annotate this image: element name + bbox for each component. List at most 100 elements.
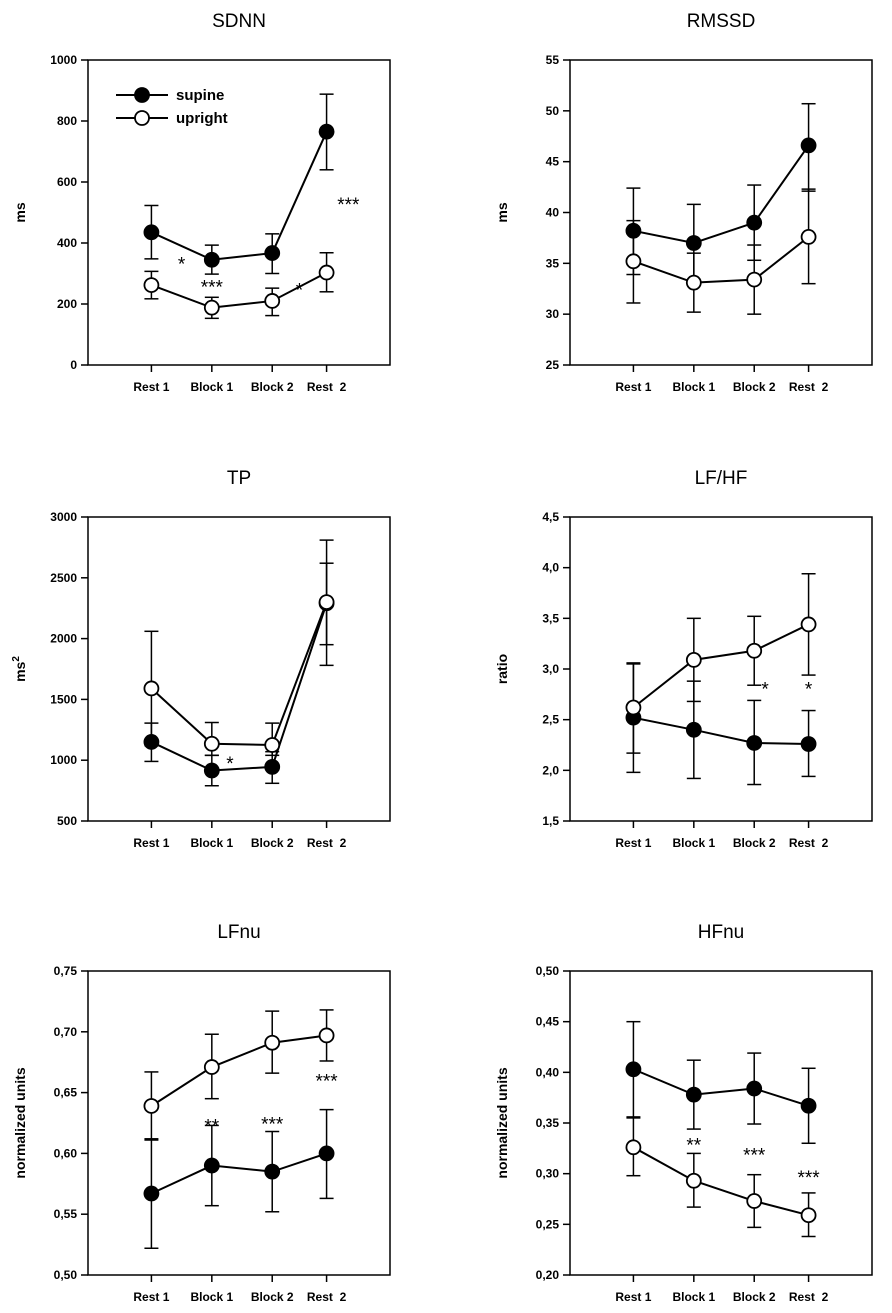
y-axis-label: ms2 <box>11 656 28 682</box>
significance-marker: *** <box>743 1146 766 1167</box>
supine-point <box>264 245 281 261</box>
x-tick-label: Block 2 <box>251 836 294 850</box>
chart-panel-6: HFnu 0,20 0,25 0,30 0,35 0,40 0,45 0,50 Rest 1 Bl… <box>494 922 873 1304</box>
upright-point <box>800 1207 817 1224</box>
x-tick-label: Rest 1 <box>615 836 651 850</box>
chart-title: LF/HF <box>695 468 748 489</box>
y-axis-label-superscript: 2 <box>11 656 22 662</box>
supine-point <box>143 734 160 750</box>
y-tick-label: 3,5 <box>542 611 559 625</box>
y-tick-label: 0,65 <box>54 1086 78 1100</box>
y-tick-label: 2000 <box>50 632 77 646</box>
x-tick-label: Rest 1 <box>133 1290 169 1304</box>
legend-marker-upright <box>134 110 150 126</box>
supine-line <box>633 1068 809 1107</box>
y-tick-label: 600 <box>57 175 77 189</box>
y-tick-label: 45 <box>546 155 560 169</box>
y-tick-label: 55 <box>546 53 560 67</box>
significance-marker: ** <box>686 1135 701 1156</box>
upright-line <box>150 601 328 747</box>
chart-panel-2: RMSSD 25 30 35 40 45 50 55 Rest 1 Block 1 Block 2 R… <box>494 11 873 394</box>
supine-line <box>633 144 810 245</box>
y-tick-label: 4,5 <box>542 510 559 524</box>
y-tick-label: 30 <box>546 307 560 321</box>
y-axis-label: ratio <box>494 654 510 684</box>
supine-point <box>264 758 281 775</box>
upright-line <box>633 236 810 284</box>
upright-point <box>143 680 160 697</box>
supine-point <box>685 1086 702 1103</box>
supine-point <box>264 1163 281 1180</box>
x-tick-label: Block 2 <box>251 380 294 394</box>
y-axis-label: normalized units <box>12 1067 28 1178</box>
legend: supine upright <box>116 87 228 127</box>
x-tick-label: Block 1 <box>672 380 715 394</box>
y-tick-label: 200 <box>57 297 77 311</box>
significance-marker: * <box>805 679 813 700</box>
supine-point <box>746 735 763 751</box>
upright-point <box>143 1098 160 1114</box>
y-tick-label: 4,0 <box>542 561 559 575</box>
y-tick-label: 40 <box>546 206 560 220</box>
supine-point <box>318 1145 335 1162</box>
supine-point <box>203 762 220 779</box>
x-tick-label: Rest 2 <box>789 1290 829 1304</box>
y-tick-label: 35 <box>546 256 560 270</box>
significance-marker: *** <box>201 277 224 298</box>
upright-point <box>318 264 335 281</box>
upright-point <box>746 642 763 659</box>
x-tick-label: Rest 2 <box>307 836 347 850</box>
upright-point <box>203 1059 220 1075</box>
x-tick-label: Block 2 <box>251 1290 294 1304</box>
legend-label-upright: upright <box>176 110 228 127</box>
y-axis-label: ms <box>12 202 28 222</box>
x-tick-label: Block 2 <box>733 380 776 394</box>
y-tick-label: 1000 <box>50 753 77 767</box>
y-tick-label: 0,25 <box>536 1217 560 1231</box>
supine-point <box>203 251 220 268</box>
upright-point <box>318 594 335 611</box>
y-tick-label: 800 <box>57 114 77 128</box>
supine-point <box>685 721 702 738</box>
significance-marker: * <box>226 754 234 775</box>
y-tick-label: 0,45 <box>536 1015 560 1029</box>
significance-marker: ** <box>204 1117 219 1138</box>
chart-title: HFnu <box>698 922 744 943</box>
upright-point <box>264 1034 281 1051</box>
supine-point <box>800 137 817 154</box>
y-tick-label: 3000 <box>50 510 77 524</box>
supine-point <box>143 224 160 241</box>
chart-panel-3: TP 500 1000 1500 2000 2500 3000 Rest 1 Block 1 Bl… <box>11 468 391 850</box>
upright-point <box>746 1193 763 1209</box>
x-tick-label: Rest 1 <box>133 836 169 850</box>
x-tick-label: Block 1 <box>672 836 715 850</box>
y-tick-label: 0,50 <box>54 1268 78 1282</box>
upright-line <box>151 271 328 309</box>
significance-marker: *** <box>797 1168 820 1189</box>
supine-point <box>800 736 817 752</box>
y-axis-label: ms <box>494 202 510 222</box>
supine-line <box>151 131 328 261</box>
chart-title: TP <box>227 468 251 489</box>
legend-label-supine: supine <box>176 87 224 104</box>
upright-point <box>318 1027 335 1044</box>
y-tick-label: 0,70 <box>54 1025 78 1039</box>
y-tick-label: 0 <box>70 358 77 372</box>
x-tick-label: Rest 2 <box>307 380 347 394</box>
upright-point <box>800 616 817 633</box>
x-tick-label: Rest 2 <box>789 836 829 850</box>
upright-point <box>625 1139 642 1156</box>
upright-point <box>264 737 281 753</box>
x-tick-label: Rest 2 <box>789 380 829 394</box>
y-tick-label: 2,0 <box>542 763 559 777</box>
chart-title: RMSSD <box>687 11 756 32</box>
supine-point <box>685 235 702 251</box>
plot-frame <box>87 59 391 366</box>
y-tick-label: 3,0 <box>542 662 559 676</box>
supine-point <box>800 1097 817 1114</box>
chart-title: SDNN <box>212 11 266 32</box>
chart-panel-4: LF/HF 1,5 2,0 2,5 3,0 3,5 4,0 4,5 Rest 1 Block 1 B… <box>494 468 873 850</box>
y-tick-label: 0,30 <box>536 1167 560 1181</box>
plot-frame <box>87 970 391 1276</box>
